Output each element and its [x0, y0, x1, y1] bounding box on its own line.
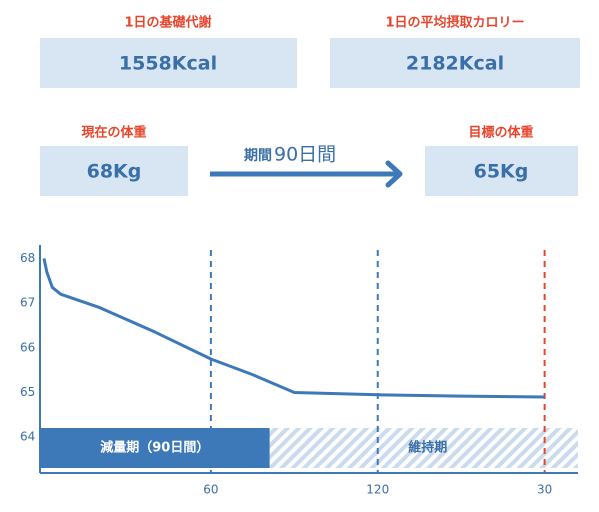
- stat-box: [40, 38, 297, 88]
- weight-line: [42, 258, 545, 399]
- y-tick-label: 67: [20, 296, 35, 310]
- phase-label: 維持期: [408, 440, 447, 456]
- current-label: 現在の体重: [81, 125, 146, 141]
- y-tick-label: 66: [20, 340, 35, 354]
- phase-band: [40, 428, 278, 468]
- stat-value: 1558Kcal: [119, 53, 217, 75]
- target-box: [425, 146, 578, 196]
- x-tick-label: 30: [537, 483, 552, 497]
- stat-value: 2182Kcal: [406, 53, 504, 75]
- current-value: 68Kg: [87, 161, 142, 183]
- y-tick-label: 68: [20, 251, 35, 265]
- target-value: 65Kg: [474, 161, 529, 183]
- phase-label: 減量期（90日間）: [100, 440, 209, 456]
- phase-band: [269, 428, 578, 468]
- arrow-head: [385, 160, 403, 188]
- y-tick-label: 65: [20, 385, 35, 399]
- period-value: 90日間: [274, 144, 336, 166]
- chart: 減量期（90日間） 維持期 64 65 66 67 68 60 120 30: [20, 245, 578, 497]
- x-tick-label: 60: [203, 483, 218, 497]
- x-tick-label: 120: [366, 483, 389, 497]
- stat-box: [330, 38, 580, 88]
- current-box: [40, 146, 188, 196]
- stat-label: 1日の基礎代謝: [124, 15, 211, 31]
- stat-label: 1日の平均摂取カロリー: [385, 15, 524, 31]
- period-label: 期間: [244, 148, 272, 164]
- target-label: 目標の体重: [468, 125, 533, 141]
- y-tick-label: 64: [20, 430, 35, 444]
